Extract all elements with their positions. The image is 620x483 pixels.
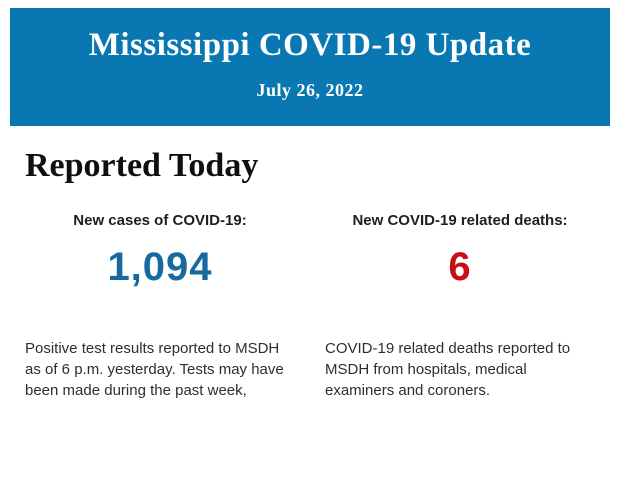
new-cases-description: Positive test results reported to MSDH a…: [25, 340, 284, 399]
new-cases-value: 1,094: [107, 245, 213, 289]
new-deaths-value: 6: [448, 245, 472, 289]
stat-new-cases: New cases of COVID-19: 1,094 Positive te…: [25, 212, 295, 401]
new-deaths-label: New COVID-19 related deaths:: [352, 212, 568, 229]
header-banner: Mississippi COVID-19 Update July 26, 202…: [10, 8, 610, 126]
covid-update-page: Mississippi COVID-19 Update July 26, 202…: [0, 8, 620, 483]
report-date: July 26, 2022: [256, 80, 364, 100]
stat-new-deaths: New COVID-19 related deaths: 6 COVID-19 …: [325, 212, 595, 401]
page-title: Mississippi COVID-19 Update: [88, 27, 532, 63]
stats-row: New cases of COVID-19: 1,094 Positive te…: [25, 212, 595, 401]
new-cases-label: New cases of COVID-19:: [73, 212, 247, 229]
section-heading: Reported Today: [25, 147, 259, 184]
main-content: Reported Today New cases of COVID-19: 1,…: [0, 145, 620, 401]
new-deaths-description: COVID-19 related deaths reported to MSDH…: [325, 340, 571, 399]
